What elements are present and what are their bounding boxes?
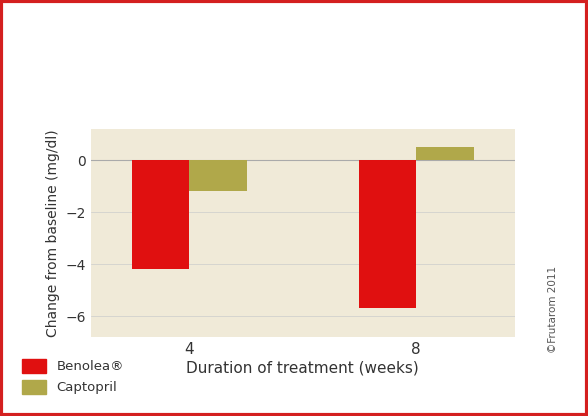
Bar [359,160,416,308]
Bar [189,160,247,191]
X-axis label: Duration of treatment (weeks): Duration of treatment (weeks) [186,361,419,376]
Legend: Benolea®, Captopril: Benolea®, Captopril [22,359,124,394]
Text: Reduction of total cholesterol values, after use of: Reduction of total cholesterol values, a… [42,32,546,50]
Text: ©Frutarom 2011: ©Frutarom 2011 [547,266,558,354]
Text: Benolea® and Captopril: Benolea® and Captopril [173,82,415,100]
Y-axis label: Change from baseline (mg/dl): Change from baseline (mg/dl) [46,129,60,337]
Bar [416,147,474,160]
Bar [132,160,189,270]
